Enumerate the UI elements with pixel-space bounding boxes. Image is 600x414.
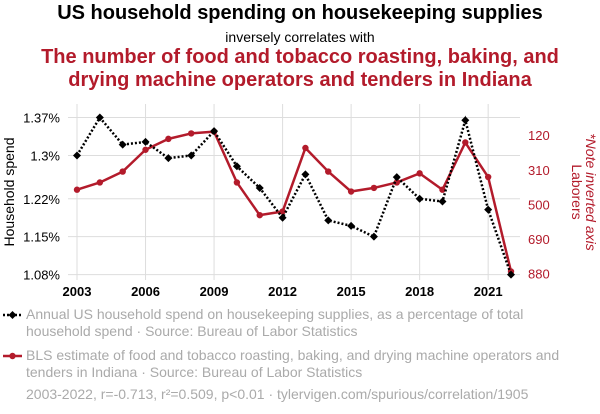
- series-2-point-2020: [462, 139, 469, 146]
- series-1-point-2014: [324, 216, 333, 225]
- x-tick-6: 2021: [474, 284, 503, 299]
- series-1-point-2010: [232, 162, 241, 171]
- series-2-point-2005: [119, 168, 126, 175]
- y-tick-right-1: 310: [528, 163, 550, 178]
- y-tick-right-4: 880: [528, 266, 550, 281]
- x-tick-2: 2009: [200, 284, 229, 299]
- chart-title-secondary-line1: The number of food and tobacco roasting,…: [41, 46, 559, 68]
- chart-title-secondary-line2: drying machine operators and tenders in …: [68, 69, 532, 91]
- legend-item-1-label: Annual US household spend on housekeepin…: [26, 306, 524, 339]
- series-2-point-2004: [96, 179, 104, 186]
- chart-title-secondary: The number of food and tobacco roasting,…: [0, 46, 600, 92]
- series-1-point-2021: [484, 205, 493, 214]
- series-2-point-2018: [416, 170, 423, 177]
- series-2-point-2007: [165, 135, 172, 143]
- x-tick-5: 2018: [405, 284, 434, 299]
- y-tick-right-3: 690: [528, 232, 550, 247]
- legend-item-1-marker: [8, 311, 17, 319]
- series-1-point-2015: [347, 221, 356, 230]
- series-2-point-2003: [73, 186, 81, 193]
- series-2-point-2021: [484, 173, 492, 181]
- y-tick-right-0: 120: [528, 128, 550, 143]
- series-2-point-2019: [439, 186, 446, 193]
- y-axis-label-left: Household spend: [1, 138, 17, 247]
- series-1-point-2011: [255, 183, 264, 192]
- series-2-point-2013: [302, 144, 309, 152]
- series-1-point-2008: [187, 151, 196, 160]
- series-1-point-2022: [507, 270, 515, 279]
- y-axis-label-right: Laborers: [569, 164, 585, 219]
- series-2-line: [76, 130, 513, 272]
- series-1-point-2003: [73, 151, 81, 160]
- series-1-line: [75, 115, 513, 275]
- series-1-point-2016: [369, 232, 378, 241]
- series-2-point-2006: [142, 146, 149, 153]
- series-1-point-2005: [118, 140, 127, 149]
- series-1-point-2017: [392, 173, 401, 182]
- y-axis-label-right-note: *Note inverted axis: [583, 133, 599, 251]
- series-2-point-2010: [233, 179, 241, 186]
- series-1-point-2009: [210, 127, 219, 136]
- y-tick-left-4: 1.08%: [23, 268, 60, 283]
- x-tick-1: 2006: [131, 284, 160, 299]
- footer-stats: 2003-2022, r=-0.713, r²=0.509, p<0.01 · …: [26, 386, 529, 402]
- y-tick-left-2: 1.22%: [23, 192, 60, 207]
- series-1-point-2020: [461, 116, 470, 125]
- legend-item-2-marker: [9, 352, 16, 360]
- x-tick-3: 2012: [268, 284, 297, 299]
- y-tick-right-2: 500: [528, 197, 550, 212]
- series-2-point-2016: [370, 184, 378, 192]
- y-tick-left-3: 1.15%: [23, 230, 60, 245]
- series-2-point-2008: [188, 130, 195, 137]
- series-2-point-2012: [279, 208, 286, 215]
- chart-title: US household spending on housekeeping su…: [57, 2, 543, 24]
- series-1-point-2006: [141, 137, 150, 146]
- series-2-point-2011: [256, 211, 263, 219]
- series-1-point-2019: [438, 197, 447, 206]
- series-1-point-2018: [415, 194, 424, 203]
- series-2-point-2015: [347, 188, 355, 195]
- series-1-point-2004: [95, 113, 104, 122]
- series-2-point-2017: [393, 179, 400, 186]
- legend-item-2-label: BLS estimate of food and tobacco roastin…: [26, 347, 560, 380]
- chart-subtitle: inversely correlates with: [225, 29, 375, 45]
- series-2-point-2014: [325, 168, 332, 175]
- series-1-point-2007: [164, 154, 173, 163]
- series-1-point-2012: [278, 213, 287, 222]
- y-tick-left-0: 1.37%: [23, 111, 60, 126]
- x-tick-4: 2015: [337, 284, 366, 299]
- x-tick-0: 2003: [63, 284, 92, 299]
- y-tick-left-1: 1.3%: [30, 148, 60, 163]
- series-1-point-2013: [301, 170, 310, 179]
